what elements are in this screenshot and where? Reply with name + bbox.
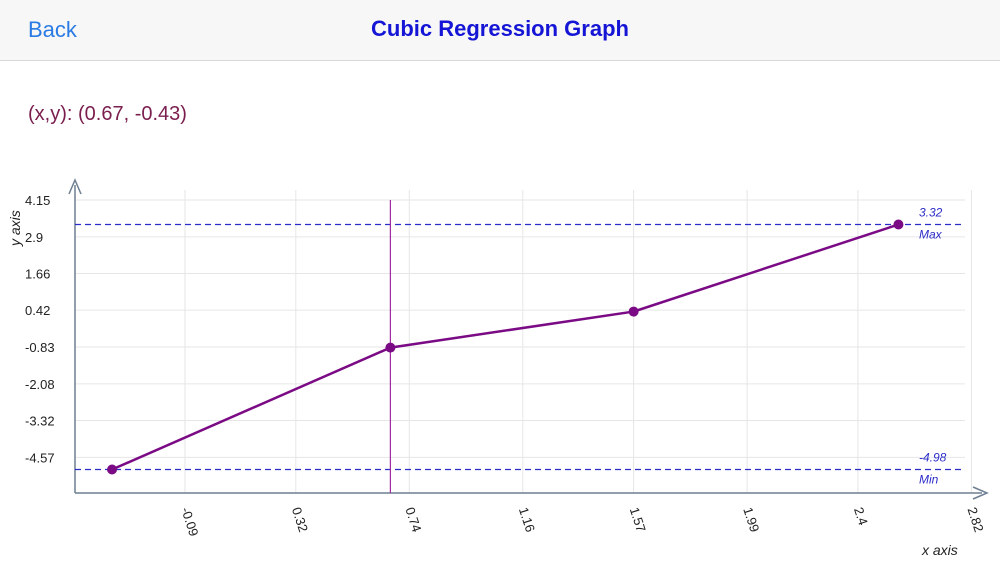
x-tick-label: 0.32 [289,505,311,534]
coordinate-readout: (x,y): (0.67, -0.43) [28,103,187,125]
x-tick-label: 0.74 [402,505,424,534]
y-tick-label: -0.83 [25,340,55,355]
y-tick-label: -3.32 [25,414,55,429]
x-tick-label: 2.4 [851,505,871,527]
y-tick-label: 1.66 [25,267,50,282]
min-value-label: -4.98 [919,451,947,465]
y-tick-label: 0.42 [25,303,50,318]
data-point [107,464,118,475]
navigation-bar: Back Cubic Regression Graph [0,0,1000,61]
back-button[interactable]: Back [28,17,77,42]
page-title: Cubic Regression Graph [371,16,629,41]
x-tick-label: 1.99 [740,505,762,534]
x-tick-label: 2.82 [965,505,987,534]
max-value-label: 3.32 [919,206,943,220]
data-point [893,219,904,230]
x-axis-arrow-icon [972,486,989,500]
max-label: Max [919,228,943,242]
y-tick-label: 2.9 [25,230,43,245]
min-label: Min [919,473,939,487]
x-tick-label: 1.57 [627,505,649,534]
y-axis-arrow-icon [68,178,82,195]
y-axis-title: y axis [7,210,23,247]
series-line [111,223,899,471]
y-tick-label: -4.57 [25,450,55,465]
x-tick-label: 1.16 [516,505,538,534]
data-point [628,306,639,317]
x-axis-title: x axis [921,542,958,558]
data-point [385,342,396,353]
y-tick-label: 4.15 [25,193,50,208]
y-tick-label: -2.08 [25,377,55,392]
x-tick-label: -0.09 [178,505,201,538]
